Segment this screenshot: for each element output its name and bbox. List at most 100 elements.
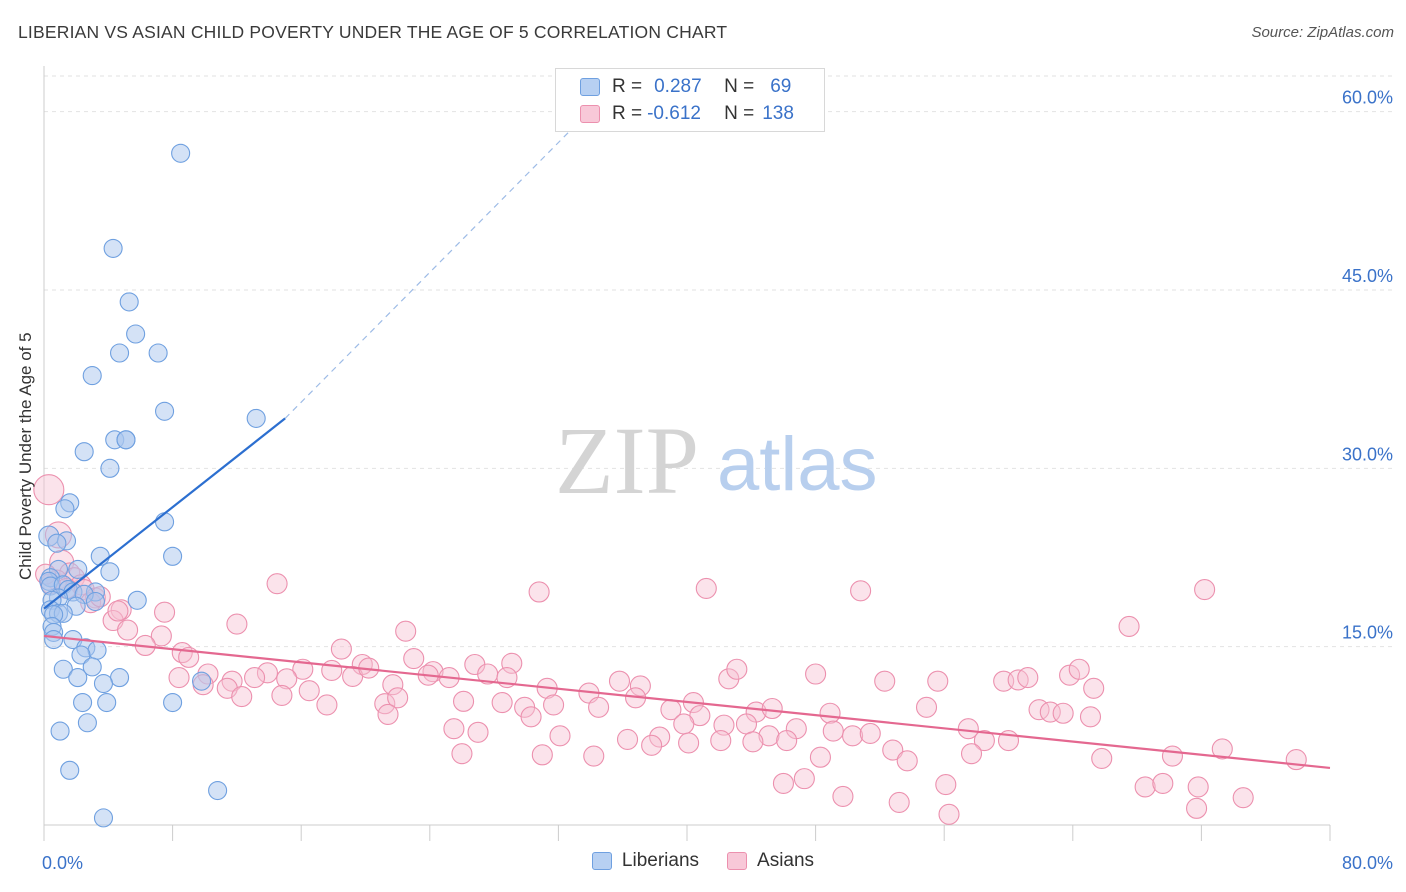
liberian-point — [119, 292, 139, 312]
y-axis-label: Child Poverty Under the Age of 5 — [16, 332, 35, 580]
legend-item-liberians[interactable]: Liberians — [591, 850, 699, 872]
asian-point — [1134, 776, 1156, 798]
asian-point — [117, 619, 139, 641]
asian-point — [819, 702, 841, 724]
legend-item-asians[interactable]: Asians — [727, 850, 814, 872]
asian-point — [549, 725, 571, 747]
asian-point — [321, 659, 343, 681]
liberian-point — [77, 713, 97, 733]
liberian-point — [208, 780, 228, 801]
liberian-point — [100, 458, 120, 478]
asian-point — [33, 474, 65, 506]
liberian-point — [87, 640, 107, 660]
asian-point — [266, 573, 288, 595]
asian-point — [1187, 776, 1209, 798]
liberian-point — [126, 324, 146, 344]
asian-point — [256, 662, 278, 684]
asian-point — [1052, 702, 1074, 724]
y-tick-label: 45.0% — [1342, 266, 1393, 286]
asian-point — [809, 746, 831, 768]
liberian-point — [82, 657, 102, 677]
liberian-point — [155, 401, 175, 421]
asian-point — [1118, 615, 1140, 638]
asian-point — [226, 613, 248, 635]
liberian-point — [191, 671, 212, 691]
liberian-point — [155, 512, 175, 532]
legend-n-value: 138 — [762, 103, 794, 124]
liberian-point — [85, 591, 105, 612]
asian-point — [649, 726, 671, 748]
asian-point — [1017, 667, 1039, 689]
liberian-point — [116, 430, 136, 450]
legend-r-value: 0.287 — [654, 76, 702, 97]
legend-n-label: N = — [724, 76, 755, 97]
liberian-point — [71, 645, 91, 665]
liberian-point — [74, 442, 94, 462]
asian-point — [395, 620, 417, 642]
liberian-point — [68, 559, 88, 579]
series-legend: Liberians Asians — [0, 850, 1406, 872]
liberian-trendline-extension — [284, 93, 608, 419]
asian-point — [805, 663, 827, 685]
asian-point — [1285, 749, 1307, 771]
liberian-point — [97, 692, 117, 713]
liberian-point — [110, 668, 130, 688]
legend-swatch-liberians — [580, 78, 600, 96]
asian-point — [231, 686, 253, 708]
asian-point — [382, 674, 404, 696]
asian-point — [938, 803, 960, 825]
asian-point — [443, 718, 465, 740]
axes — [43, 66, 1331, 841]
liberian-point — [90, 546, 110, 566]
asian-point — [316, 694, 338, 716]
asian-point — [292, 658, 314, 680]
legend-n-label: N = — [724, 103, 755, 124]
grid-lines — [44, 75, 1395, 648]
asian-point — [758, 725, 780, 747]
liberian-trendline — [43, 417, 286, 610]
legend-r-label: R = — [612, 103, 643, 124]
asian-point — [927, 670, 949, 692]
asian-point — [608, 670, 631, 692]
asian-point — [453, 690, 475, 712]
liberian-point — [127, 590, 147, 610]
liberian-point — [50, 721, 70, 741]
legend-r-value: -0.612 — [647, 103, 701, 124]
asian-point — [1091, 747, 1113, 769]
asian-point — [678, 732, 700, 754]
asian-point — [874, 670, 896, 692]
asian-point — [726, 658, 748, 680]
y-tick-label: 30.0% — [1342, 444, 1393, 464]
trend-lines — [43, 93, 1331, 770]
asian-point — [244, 667, 266, 689]
liberian-point — [68, 668, 88, 688]
asian-point — [859, 722, 881, 745]
asian-point — [387, 687, 409, 709]
asian-point — [1079, 706, 1102, 728]
liberian-point — [148, 343, 168, 363]
legend-swatch-liberians — [591, 852, 612, 870]
asian-point — [1194, 579, 1216, 601]
asian-point — [793, 768, 815, 790]
asian-point — [330, 638, 352, 660]
liberian-point — [103, 238, 123, 258]
asian-point — [960, 743, 983, 765]
liberian-point — [110, 343, 130, 363]
liberian-point — [246, 408, 266, 428]
asian-point — [673, 713, 695, 735]
asian-point — [915, 696, 938, 718]
asian-point — [616, 728, 639, 750]
legend-swatch-asians — [727, 852, 748, 870]
legend-r-label: R = — [612, 76, 643, 97]
asian-point — [735, 713, 758, 735]
asian-point — [154, 601, 176, 623]
asian-point — [641, 734, 663, 756]
asian-point — [1186, 797, 1208, 819]
asian-point — [776, 730, 798, 752]
source-label: Source: ZipAtlas.com — [1251, 24, 1394, 41]
asian-point — [888, 791, 910, 813]
asian-point — [583, 745, 605, 767]
liberian-point — [163, 692, 183, 713]
liberian-point — [47, 533, 67, 553]
